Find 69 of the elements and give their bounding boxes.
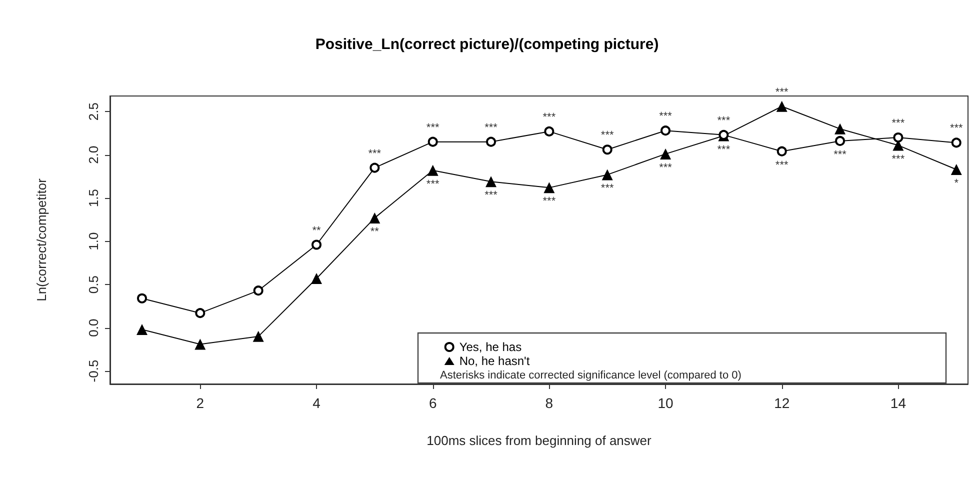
x-tick-label: 8 [545, 395, 554, 411]
annotation: *** [659, 162, 673, 174]
x-tick-label: 12 [774, 395, 790, 411]
x-tick-label: 6 [428, 395, 437, 411]
point [951, 138, 962, 148]
annotation: * [954, 178, 960, 190]
point [137, 293, 147, 304]
chart-title: Positive_Ln(correct picture)/(competing picture) [315, 36, 659, 53]
annotation: *** [892, 153, 906, 166]
point [195, 308, 206, 318]
annotation: *** [600, 182, 614, 195]
point [312, 240, 322, 250]
point [835, 136, 846, 146]
point [253, 286, 264, 296]
x-tick-label: 4 [312, 395, 321, 411]
y-tick-label: 1.5 [86, 189, 101, 208]
annotation: *** [368, 148, 382, 160]
annotation: *** [426, 178, 440, 190]
annotation: *** [484, 190, 498, 202]
annotation: Asterisks indicate corrected significance level (compared to 0) [440, 370, 742, 382]
y-axis-title: Ln(correct/competitor [34, 178, 49, 302]
point [660, 126, 671, 136]
y-tick-label: 2.5 [86, 102, 101, 121]
point [486, 136, 496, 147]
annotation: *** [542, 111, 556, 124]
annotation: *** [600, 130, 614, 142]
legend-label: No, he hasn't [459, 354, 530, 368]
y-tick-label: 0.5 [86, 276, 101, 294]
legend-label: Yes, he has [459, 340, 522, 354]
point [369, 212, 380, 224]
y-tick-label: -0.5 [86, 360, 101, 382]
x-tick-label: 2 [196, 395, 204, 411]
point [602, 144, 612, 155]
point [602, 169, 613, 180]
annotation: *** [775, 159, 789, 172]
x-tick-label: 10 [658, 395, 674, 411]
x-axis-title: 100ms slices from beginning of answer [426, 433, 652, 448]
point [311, 272, 322, 284]
point [428, 136, 438, 147]
y-tick-label: 2.0 [86, 146, 101, 164]
annotation: *** [484, 122, 498, 134]
annotation: *** [775, 86, 789, 98]
point [427, 164, 438, 176]
point [776, 146, 787, 156]
annotation: *** [834, 148, 848, 161]
annotation: ** [370, 226, 380, 238]
point [950, 164, 962, 176]
point [194, 338, 206, 350]
point [776, 100, 788, 112]
point [370, 162, 380, 173]
annotation: *** [950, 122, 964, 135]
point [252, 330, 264, 342]
annotation: ** [312, 224, 322, 237]
annotation: *** [659, 110, 673, 123]
point [486, 176, 497, 188]
annotation: *** [892, 118, 906, 130]
point [544, 126, 554, 136]
point [136, 324, 148, 336]
annotation: *** [717, 114, 731, 127]
point [893, 132, 904, 143]
point [660, 148, 672, 160]
annotation: *** [426, 122, 440, 134]
point [544, 182, 555, 194]
annotation: *** [717, 144, 731, 156]
y-tick-label: 0.0 [86, 318, 101, 337]
annotation: *** [542, 196, 556, 208]
point [834, 123, 846, 134]
x-tick-label: 14 [890, 395, 906, 411]
y-tick-label: 1.0 [86, 232, 101, 250]
